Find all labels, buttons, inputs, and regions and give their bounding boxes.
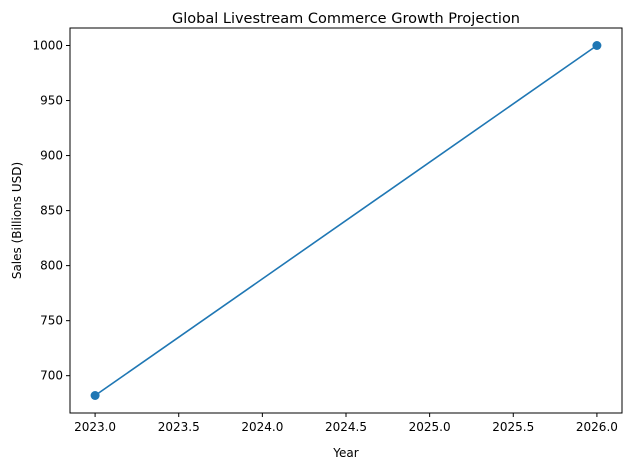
data-point (592, 41, 602, 50)
x-tick-label: 2024.0 (241, 420, 283, 434)
y-tick-label: 700 (40, 369, 63, 383)
x-tick-label: 2023.5 (158, 420, 200, 434)
x-tick-label: 2023.0 (74, 420, 116, 434)
x-axis: 2023.0 2023.5 2024.0 2024.5 2025.0 2025.5 2026… (74, 413, 618, 434)
y-tick-label: 850 (40, 204, 63, 218)
series-line (94, 44, 598, 397)
x-axis-label: Year (332, 446, 358, 460)
y-tick-label: 750 (40, 314, 63, 328)
series-layer (90, 41, 602, 400)
y-axis: 700 750 800 850 900 950 1000 (32, 39, 70, 383)
x-tick-label: 2025.0 (409, 420, 451, 434)
y-tick-label: 950 (40, 94, 63, 108)
y-tick-label: 1000 (32, 39, 63, 53)
x-tick-label: 2026.0 (576, 420, 618, 434)
chart-title: Global Livestream Commerce Growth Projec… (172, 11, 520, 27)
x-tick-label: 2024.5 (325, 420, 367, 434)
x-tick-label: 2025.5 (492, 420, 534, 434)
y-tick-label: 800 (40, 259, 63, 273)
y-axis-label: Sales (Billions USD) (10, 162, 24, 279)
y-tick-label: 900 (40, 149, 63, 163)
data-point (90, 391, 100, 400)
